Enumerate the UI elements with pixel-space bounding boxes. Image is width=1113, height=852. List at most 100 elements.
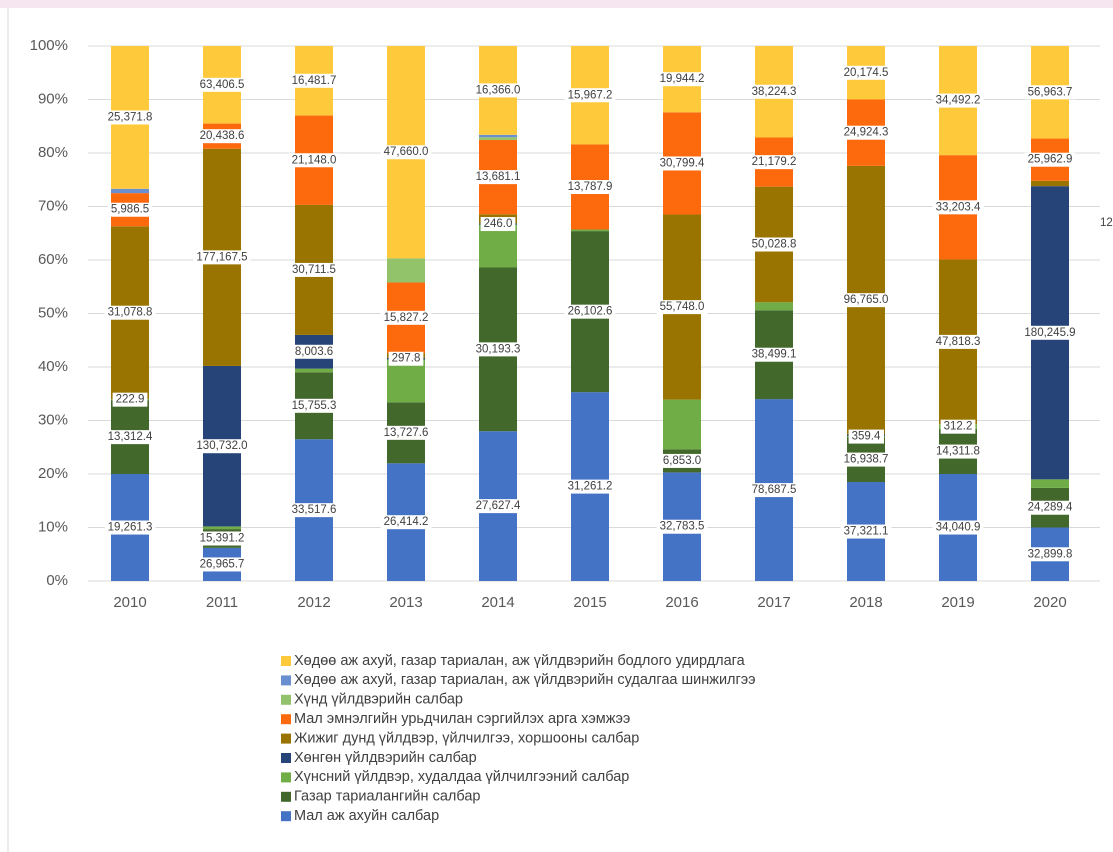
data-label-bg: [656, 156, 708, 171]
data-label: 56,963.7: [1028, 86, 1073, 98]
legend-label: Хөдөө аж ахуй, газар тариалан, аж үйлдвэ…: [294, 653, 746, 669]
data-label-bg: [196, 77, 248, 92]
data-label-bg: [1024, 152, 1076, 167]
data-label-bg: [564, 304, 616, 319]
legend-label: Хөдөө аж ахуй, газар тариалан, аж үйлдвэ…: [294, 672, 756, 688]
legend-label: Мал аж ахуйн салбар: [294, 808, 439, 824]
bar-segment: [203, 526, 241, 530]
data-label: 20,174.5: [844, 67, 889, 79]
data-label-bg: [472, 499, 524, 514]
data-label: 15,391.2: [200, 532, 245, 544]
data-label: 6,853.0: [663, 455, 701, 467]
legend-label: Жижиг дунд үйлдвэр, үйлчилгээ, хоршооны …: [294, 730, 639, 746]
data-label-bg: [196, 531, 248, 546]
data-label: 26,102.6: [568, 306, 613, 318]
data-label: 38,499.1: [752, 349, 797, 361]
data-label: 297.8: [392, 353, 421, 365]
y-tick-label: 10%: [38, 518, 68, 535]
y-tick-label: 80%: [38, 144, 68, 161]
data-label: 34,040.9: [936, 522, 981, 534]
y-tick-label: 70%: [38, 197, 68, 214]
data-label: 5,986.5: [111, 204, 149, 216]
data-label: 32,899.8: [1028, 548, 1073, 560]
data-label: 32,783.5: [660, 521, 705, 533]
data-label: 13,727.6: [384, 427, 429, 439]
data-label-bg: [748, 84, 800, 99]
data-label-bg: [104, 110, 156, 125]
data-label: 359.4: [852, 431, 881, 443]
data-label-bg: [1021, 325, 1079, 340]
data-label: 38,224.3: [752, 86, 797, 98]
data-label-bg: [112, 392, 148, 407]
data-label: 78,687.5: [752, 484, 797, 496]
data-label-bg: [107, 202, 153, 217]
data-label-bg: [104, 520, 156, 535]
data-label-bg: [748, 237, 800, 252]
data-label-bg: [196, 557, 248, 572]
x-tick-label: 2017: [757, 594, 790, 611]
x-tick-label: 2020: [1033, 594, 1066, 611]
bar-segment: [479, 134, 517, 138]
x-tick-label: 2016: [665, 594, 698, 611]
data-label: 180,245.9: [1024, 327, 1075, 339]
data-label-bg: [840, 125, 892, 140]
x-tick-label: 2015: [573, 594, 606, 611]
data-label: 19,944.2: [660, 73, 705, 85]
data-label: 27,627.4: [476, 500, 521, 512]
data-label-bg: [933, 444, 983, 459]
data-label-bg: [472, 170, 524, 185]
data-label: 20,438.6: [200, 130, 245, 142]
data-label: 30,711.5: [292, 264, 336, 276]
legend-swatch: [281, 791, 291, 802]
legend-swatch: [281, 675, 291, 686]
data-label: 30,193.3: [476, 343, 521, 355]
legend-swatch: [281, 694, 291, 705]
data-label: 63,406.5: [200, 79, 245, 91]
data-label-bg: [104, 305, 156, 320]
data-label-bg: [932, 93, 984, 108]
y-tick-label: 40%: [38, 358, 68, 375]
legend-swatch: [281, 811, 291, 822]
data-label: 21,148.0: [292, 154, 337, 166]
data-label: 177,167.5: [196, 251, 247, 263]
data-label-bg: [288, 398, 340, 413]
x-tick-label: 2012: [297, 594, 330, 611]
data-label-bg: [193, 439, 251, 454]
data-label-bg: [472, 342, 524, 357]
data-label: 8,003.6: [295, 346, 333, 358]
data-label-bg: [291, 344, 337, 359]
data-label: 47,660.0: [384, 146, 429, 158]
data-label: 15,827.2: [384, 312, 429, 324]
x-tick-label: 2013: [389, 594, 422, 611]
data-label: 25,371.8: [108, 111, 153, 123]
bar-segment: [295, 368, 333, 373]
data-label-bg: [380, 310, 432, 325]
y-tick-label: 100%: [30, 37, 68, 54]
data-label-bg: [748, 155, 800, 170]
data-label: 130,732.0: [196, 440, 247, 452]
data-label-bg: [932, 334, 984, 349]
data-label-bg: [472, 83, 524, 98]
data-label-bg: [932, 520, 984, 535]
data-label: 24,289.4: [1028, 502, 1073, 514]
legend-label: Хөнгөн үйлдвэрийн салбар: [294, 750, 477, 766]
data-label-bg: [288, 503, 340, 518]
data-label: 14,311.8: [936, 446, 980, 458]
data-label: 33,517.6: [292, 504, 337, 516]
y-tick-label: 0%: [46, 572, 68, 589]
x-tick-label: 2011: [206, 594, 238, 611]
bar-segment: [387, 359, 425, 403]
data-label-bg: [380, 515, 432, 530]
data-label-bg: [848, 429, 884, 444]
data-label: 37,321.1: [844, 526, 889, 538]
y-tick-label: 30%: [38, 411, 68, 428]
data-label-bg: [932, 200, 984, 215]
x-tick-label: 2019: [941, 594, 974, 611]
data-label-bg: [656, 519, 708, 534]
legend-swatch: [281, 656, 291, 666]
bar-segment: [479, 224, 517, 268]
data-label-bg: [748, 483, 800, 498]
legend-label: Мал эмнэлгийн урьдчилан сэргийлэх арга х…: [294, 711, 630, 727]
